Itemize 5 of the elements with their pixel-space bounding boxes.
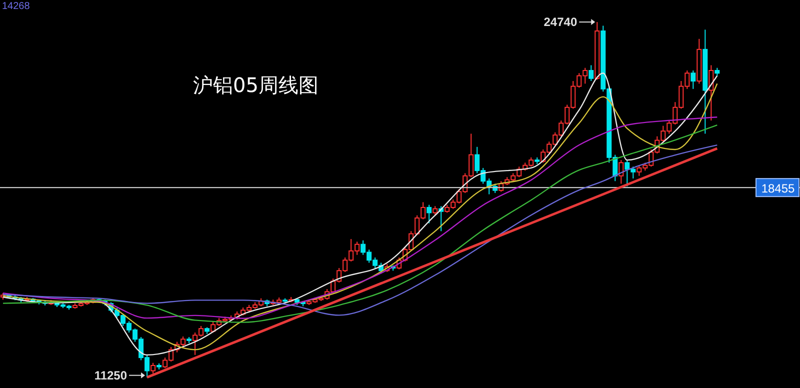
annotation: 24740: [544, 15, 578, 30]
ref-line-label: 18455: [761, 182, 796, 196]
text: 沪铝05周线图: [193, 72, 318, 99]
text: 14268: [2, 1, 30, 12]
annotation: 11250: [94, 368, 128, 382]
